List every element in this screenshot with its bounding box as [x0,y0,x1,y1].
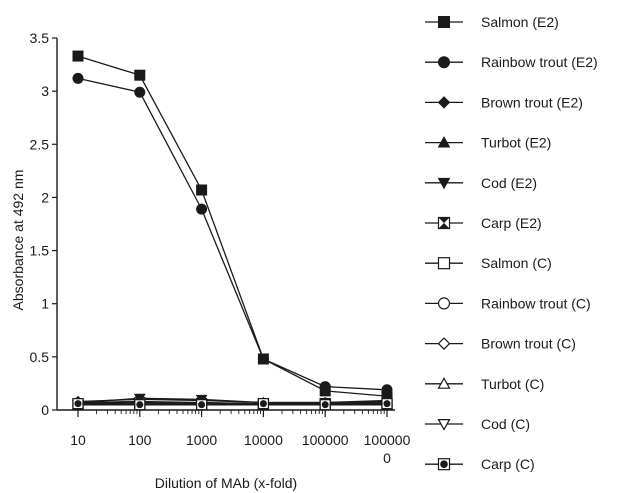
data-point [381,384,393,396]
y-ticks: 0 0.5 1 1.5 2 2.5 3 3.5 [30,30,57,418]
y-tick-label: 1.5 [30,243,50,259]
x-tick-label: 100 [128,432,152,448]
legend-label: Carp (E2) [481,215,542,231]
legend-label: Carp (C) [481,456,535,472]
data-point [319,399,331,411]
legend-marker [437,136,451,148]
x-tick-label: 1000 [186,432,217,448]
legend-label: Salmon (E2) [481,14,559,30]
x-ticks: 10 100 1000 10000 100000 100000 0 [70,410,411,466]
legend-item: Turbot (C) [425,376,544,392]
legend-marker [437,177,451,190]
legend-label: Turbot (E2) [481,135,551,151]
series-line [77,77,388,391]
y-tick-label: 2 [41,189,49,205]
legend-item: Salmon (E2) [425,14,559,30]
legend: Salmon (E2) Rainbow trout (E2) Brown trout… [425,14,598,472]
legend-label: Salmon (C) [481,255,552,271]
y-tick-label: 1 [41,296,49,312]
x-axis-title: Dilution of MAb (x-fold) [155,475,297,491]
data-point [72,50,84,62]
legend-item: Brown trout (C) [425,336,576,352]
series-line [77,55,388,397]
legend-item: Carp (C) [425,456,535,472]
legend-marker [438,56,450,69]
legend-item: Turbot (E2) [425,135,551,151]
series-line [77,397,388,404]
data-point [196,399,208,411]
series-4 [72,393,393,409]
legend-marker [437,297,451,310]
legend-label: Turbot (C) [481,376,544,392]
legend-label: Brown trout (C) [481,336,576,352]
data-point [196,184,208,196]
legend-label: Cod (C) [481,416,530,432]
y-tick-label: 3 [41,83,49,99]
x-tick-label: 0 [383,450,391,466]
x-tick-label: 100000 [364,432,411,448]
data-point [257,398,269,410]
legend-marker [437,337,451,350]
legend-item: Brown trout (E2) [425,94,583,110]
legend-item: Rainbow trout (C) [425,295,591,311]
y-tick-label: 0 [41,402,49,418]
legend-marker [437,458,451,471]
legend-label: Rainbow trout (C) [481,295,591,311]
data-point [134,86,146,98]
data-point [72,398,84,410]
legend-item: Salmon (C) [425,255,552,271]
x-tick-label: 100000 [302,432,349,448]
data-point [134,399,146,411]
legend-label: Cod (E2) [481,175,537,191]
data-point [196,203,208,215]
series-1 [72,72,393,396]
data-point [72,72,84,84]
legend-item: Carp (E2) [425,215,542,231]
legend-marker [437,257,451,270]
legend-marker [437,216,451,230]
data-point [319,381,331,393]
legend-marker [437,377,451,389]
y-tick-label: 2.5 [30,136,50,152]
legend-marker [438,16,450,28]
legend-marker [437,419,451,431]
x-tick-label: 10 [70,432,86,448]
series-0 [72,50,393,402]
legend-marker [437,96,451,109]
series-layer [71,50,394,411]
legend-item: Cod (C) [425,416,530,432]
legend-item: Cod (E2) [425,175,537,191]
y-axis-title: Absorbance at 492 nm [10,170,26,311]
plot-area: 0 0.5 1 1.5 2 2.5 3 3.5 10 100 1000 10000 100000 100… [30,30,411,466]
data-point [381,398,393,410]
legend-label: Rainbow trout (E2) [481,54,598,70]
x-tick-label: 10000 [244,432,283,448]
legend-item: Rainbow trout (E2) [425,54,598,70]
y-tick-label: 3.5 [30,30,50,46]
legend-label: Brown trout (E2) [481,94,583,110]
data-point [257,353,269,365]
y-tick-label: 0.5 [30,349,50,365]
data-point [134,69,146,81]
series-11 [72,398,393,411]
series-line [77,402,388,406]
